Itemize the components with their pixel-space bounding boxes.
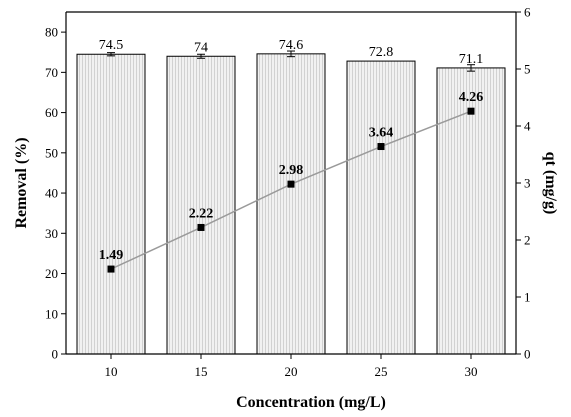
bar-15	[166, 55, 236, 355]
y-tick-label-0: 0	[52, 347, 59, 362]
y-tick-label-30: 30	[45, 226, 58, 241]
bar-value-label-20: 74.6	[279, 38, 304, 53]
x-tick-label-15: 15	[195, 364, 208, 379]
x-tick-label-20: 20	[285, 364, 298, 379]
y2-tick-label-4: 4	[524, 119, 531, 134]
axes-group: 0 10 20 30 40 50 60 70 80 0 1 2 3 4 5 6 10 15 20 25 30	[45, 5, 531, 380]
y-tick-label-10: 10	[45, 306, 58, 321]
bar-group	[76, 50, 506, 355]
x-tick-label-30: 30	[465, 364, 478, 379]
qt-value-label-20: 2.98	[279, 163, 304, 178]
y2-tick-label-6: 6	[524, 5, 531, 20]
qt-point-15	[197, 223, 205, 231]
qt-value-label-10: 1.49	[99, 248, 124, 263]
y-axis-title: Removal (%)	[13, 137, 30, 228]
qt-point-30	[467, 107, 475, 115]
x-tick-label-25: 25	[375, 364, 388, 379]
bar-value-label-25: 72.8	[369, 45, 394, 60]
qt-point-10	[107, 265, 115, 273]
y-tick-label-80: 80	[45, 25, 58, 40]
bar-30	[436, 67, 506, 355]
bar-value-label-30: 71.1	[459, 52, 484, 67]
y-tick-label-70: 70	[45, 65, 58, 80]
bar-value-label-10: 74.5	[99, 38, 124, 53]
y2-tick-label-3: 3	[524, 176, 531, 191]
bar-25	[346, 60, 416, 355]
x-tick-label-10: 10	[105, 364, 118, 379]
bar-20	[256, 53, 326, 355]
line-series-group	[107, 107, 475, 273]
qt-point-25	[377, 143, 385, 151]
y-tick-label-40: 40	[45, 186, 58, 201]
qt-value-label-25: 3.64	[369, 126, 394, 141]
qt-value-label-15: 2.22	[189, 206, 214, 221]
y2-axis-title: qt (mg/g)	[542, 152, 559, 215]
y2-tick-label-2: 2	[524, 233, 531, 248]
qt-point-20	[287, 180, 295, 188]
x-axis-title: Concentration (mg/L)	[236, 394, 386, 411]
y-tick-label-50: 50	[45, 145, 58, 160]
labels-group: 74.5 74 74.6 72.8 71.1 1.49 2.22 2.98 3.64 4.26	[99, 38, 484, 263]
y2-tick-label-5: 5	[524, 62, 531, 77]
bar-value-label-15: 74	[194, 40, 208, 55]
bar-10	[76, 53, 146, 355]
y2-tick-label-1: 1	[524, 290, 531, 305]
y2-tick-label-0: 0	[524, 347, 531, 362]
y-tick-label-60: 60	[45, 105, 58, 120]
qt-value-label-30: 4.26	[459, 90, 484, 105]
y-tick-label-20: 20	[45, 266, 58, 281]
